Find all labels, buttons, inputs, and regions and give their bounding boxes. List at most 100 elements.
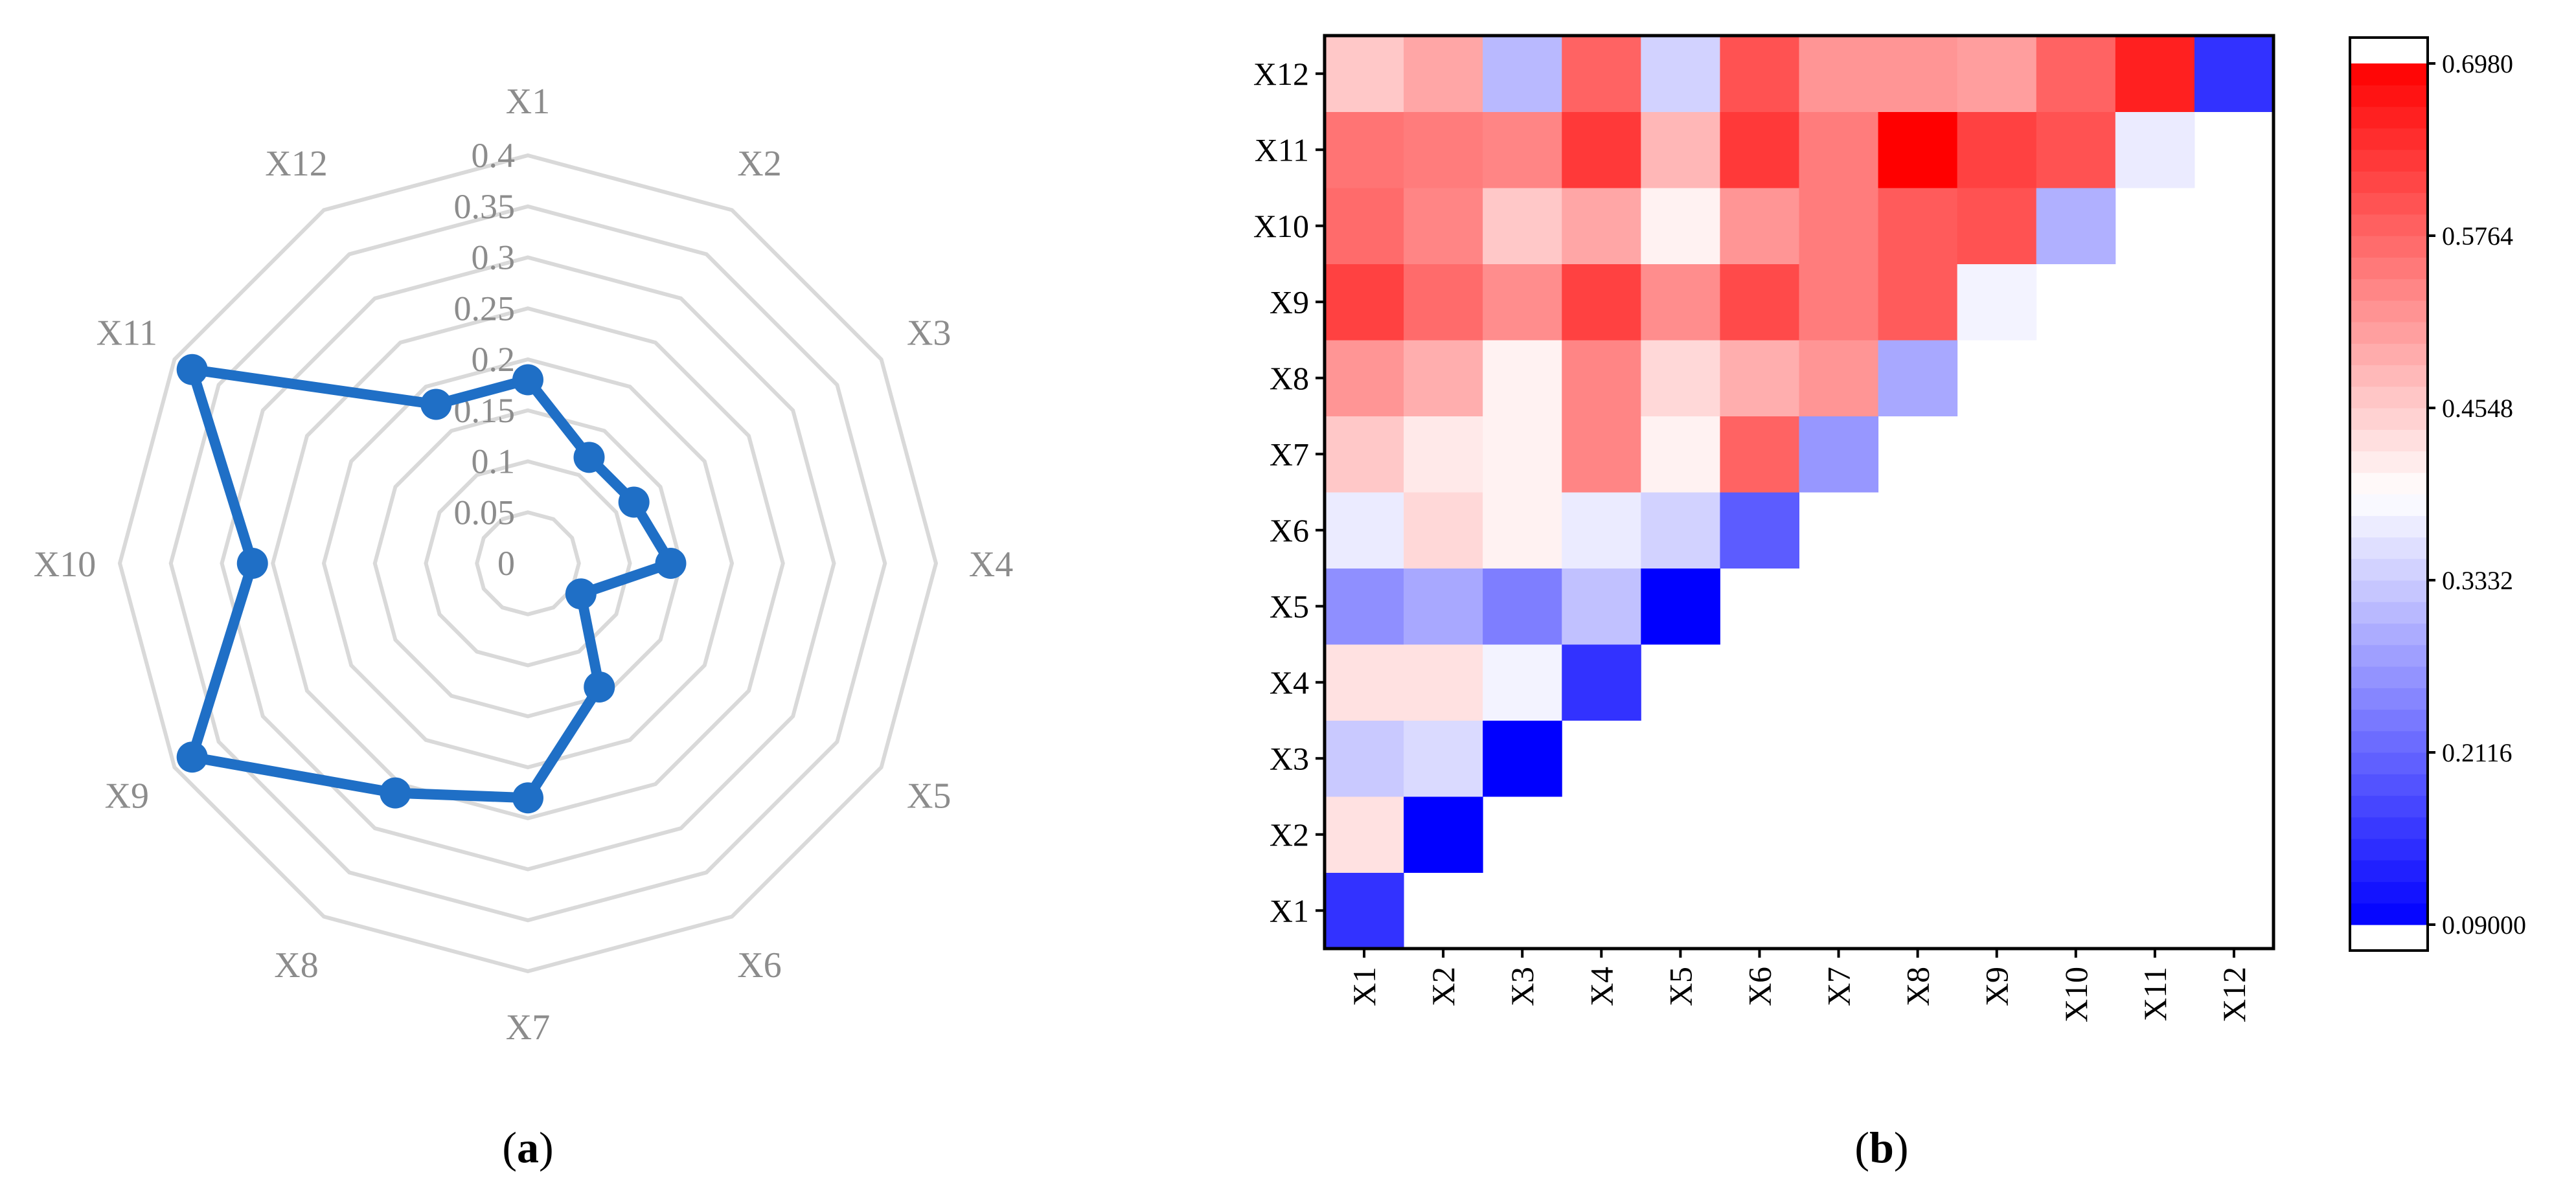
heatmap-cell xyxy=(1483,264,1562,341)
heatmap-cell xyxy=(1641,340,1720,416)
heatmap-x-tick-label: X4 xyxy=(1583,967,1619,1006)
heatmap-cell xyxy=(1562,188,1641,264)
colorbar-band xyxy=(2350,903,2428,925)
radar-tick-label: 0.2 xyxy=(472,340,516,379)
colorbar-band xyxy=(2350,322,2428,344)
heatmap-cell xyxy=(2036,36,2116,112)
heatmap-cell xyxy=(1878,340,1958,416)
radar-data-point xyxy=(420,389,452,420)
radar-axis-label: X12 xyxy=(265,144,327,184)
heatmap-x-tick-label: X10 xyxy=(2058,967,2094,1022)
colorbar-band xyxy=(2350,817,2428,839)
heatmap-cell xyxy=(1562,644,1641,721)
heatmap-cell xyxy=(1878,36,1958,112)
heatmap-cell xyxy=(1404,111,1483,188)
heatmap-cell xyxy=(1562,416,1641,493)
heatmap-cell xyxy=(1325,644,1404,721)
colorbar-band xyxy=(2350,278,2428,301)
colorbar-tick-label: 0.4548 xyxy=(2442,394,2513,423)
colorbar-band xyxy=(2350,537,2428,559)
heatmap-y-tick-label: X2 xyxy=(1270,817,1309,853)
heatmap-cell xyxy=(1799,340,1879,416)
colorbar-band xyxy=(2350,214,2428,236)
colorbar-band xyxy=(2350,429,2428,452)
heatmap-cell xyxy=(2115,111,2195,188)
heatmap-cell xyxy=(1957,36,2037,112)
colorbar-band xyxy=(2350,494,2428,516)
colorbar-band xyxy=(2350,752,2428,774)
heatmap-cell xyxy=(2036,188,2116,264)
colorbar-band xyxy=(2350,644,2428,667)
colorbar-tick-label: 0.6980 xyxy=(2442,49,2513,78)
heatmap-y-tick-label: X11 xyxy=(1255,131,1309,168)
colorbar-band xyxy=(2350,472,2428,495)
radar-data-point xyxy=(512,364,543,396)
colorbar-band xyxy=(2350,795,2428,818)
heatmap-cell xyxy=(1799,264,1879,341)
radar-grid xyxy=(117,153,939,974)
heatmap-cell xyxy=(1404,188,1483,264)
colorbar-bands xyxy=(2350,63,2428,925)
heatmap-y-tick-label: X6 xyxy=(1270,512,1309,548)
panel-letter: a xyxy=(517,1123,539,1172)
heatmap-cell xyxy=(1720,264,1799,341)
heatmap-y-tick-label: X10 xyxy=(1253,208,1309,244)
radar-grid-ring xyxy=(372,408,683,719)
heatmap-cell xyxy=(1957,264,2037,341)
radar-grid-ring xyxy=(321,357,735,770)
heatmap-cell xyxy=(1325,416,1404,493)
heatmap-cell xyxy=(1325,36,1404,112)
heatmap-cell xyxy=(1799,188,1879,264)
radar-data-point xyxy=(584,671,615,703)
heatmap-cell xyxy=(1404,720,1483,797)
heatmap-cell xyxy=(1325,340,1404,416)
heatmap-y-tick-label: X8 xyxy=(1270,360,1309,396)
radar-axis-label: X3 xyxy=(907,313,951,354)
radar-data-point xyxy=(565,578,597,610)
radar-grid-ring xyxy=(475,510,581,616)
heatmap-cell xyxy=(1483,340,1562,416)
heatmap-cell xyxy=(1957,188,2037,264)
colorbar-band xyxy=(2350,451,2428,473)
heatmap-cell xyxy=(1325,264,1404,341)
colorbar-band xyxy=(2350,666,2428,688)
heatmap-x-tick-label: X7 xyxy=(1821,967,1857,1006)
colorbar-band xyxy=(2350,602,2428,624)
heatmap-cell xyxy=(1878,264,1958,341)
colorbar: 0.09000 0.2116 0.3332 0.4548 0.5764 0.6980 xyxy=(2349,36,2526,952)
heatmap-cell xyxy=(1720,36,1799,112)
heatmap-cell xyxy=(2036,111,2116,188)
radar-grid-ring xyxy=(220,255,836,872)
heatmap-cell xyxy=(1404,568,1483,645)
heatmap-cells xyxy=(1325,36,2274,949)
radar-axis-label: X1 xyxy=(506,82,550,122)
radar-axis-labels: X1 X2 X3 X4 X5 X6 X7 X8 X9 X10 X11 X12 xyxy=(34,82,1013,1048)
radar-grid-ring xyxy=(117,153,939,974)
panel-label: (b) xyxy=(1854,1123,1908,1172)
colorbar-band xyxy=(2350,106,2428,129)
heatmap-cell xyxy=(1325,796,1404,873)
radar-data-point xyxy=(380,777,411,809)
heatmap-cell xyxy=(1404,36,1483,112)
heatmap-cell xyxy=(1641,492,1720,569)
radar-axis-label: X8 xyxy=(274,945,318,986)
radar-data-point xyxy=(573,442,605,473)
colorbar-band xyxy=(2350,408,2428,430)
radar-data-point xyxy=(236,548,268,579)
heatmap-cell xyxy=(1641,416,1720,493)
colorbar-band xyxy=(2350,580,2428,602)
radar-tick-label: 0.3 xyxy=(472,238,516,277)
heatmap-y-tick-label: X4 xyxy=(1270,664,1309,701)
colorbar-band xyxy=(2350,150,2428,172)
heatmap-cell xyxy=(1325,720,1404,797)
radar-axis-label: X10 xyxy=(34,545,96,585)
radar-axis-label: X5 xyxy=(907,776,951,817)
heatmap-cell xyxy=(1720,340,1799,416)
heatmap-cell xyxy=(1325,568,1404,645)
heatmap-cell xyxy=(1878,111,1958,188)
heatmap-cell xyxy=(1483,492,1562,569)
radar-tick-label: 0 xyxy=(497,544,515,583)
heatmap-x-tick-label: X9 xyxy=(1979,967,2015,1006)
heatmap-cell xyxy=(1562,340,1641,416)
